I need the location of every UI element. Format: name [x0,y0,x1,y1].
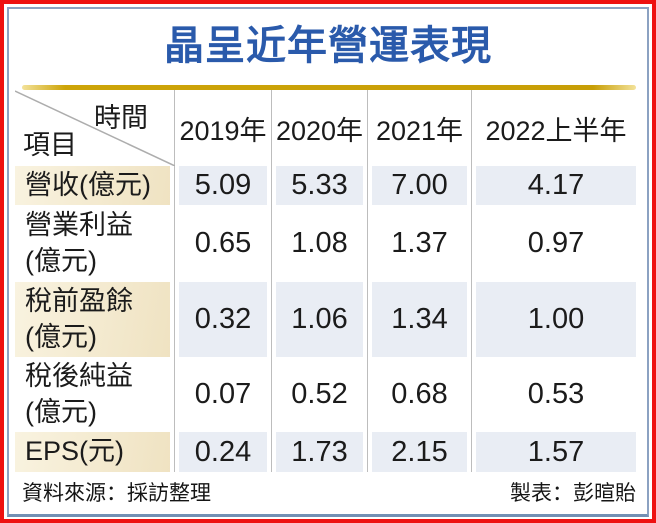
column-header-2019: 2019年 [175,90,272,166]
table-cell: 5.09 [175,166,272,205]
footer: 資料來源：採訪整理 製表：彭暄貽 [22,477,636,507]
data-table: 時間 項目 2019年 2020年 2021年 2022上半年 營收(億元) 5… [15,90,640,472]
table-cell: 0.32 [175,282,272,357]
column-header-2020: 2020年 [272,90,368,166]
page-title: 晶呈近年營運表現 [164,24,492,68]
corner-time-label: 時間 [94,103,148,133]
table-cell: 1.00 [472,282,640,357]
row-label-pretax-profit: 稅前盈餘 (億元) [15,282,175,357]
row-label-operating-income: 營業利益 (億元) [15,205,175,282]
table-cell: 7.00 [368,166,472,205]
table-cell: 5.33 [272,166,368,205]
credit-note: 製表：彭暄貽 [510,482,636,505]
table-cell: 1.37 [368,205,472,282]
table-cell: 0.97 [527,227,585,259]
table-cell: 1.06 [272,282,368,357]
table-cell: 0.65 [175,205,272,282]
row-label-revenue: 營收(億元) [15,166,175,205]
table-cell: 1.57 [472,432,640,472]
row-label-net-income: 稅後純益 (億元) [15,357,175,432]
table-cell: 4.17 [472,166,640,205]
table-cell: 2.15 [368,432,472,472]
column-header-2021: 2021年 [368,90,472,166]
diagonal-divider-line [15,90,175,166]
table-corner-cell: 時間 項目 [15,90,175,166]
table-cell: 1.08 [272,205,368,282]
corner-item-label: 項目 [23,130,77,160]
table-cell: 0.53 [527,378,585,410]
table-cell: 0.07 [175,357,272,432]
table-cell: 1.73 [272,432,368,472]
gold-divider [22,85,636,90]
table-cell: 0.68 [368,357,472,432]
table-cell: 0.24 [175,432,272,472]
table-cell: 0.52 [272,357,368,432]
column-header-2022h1: 2022上半年 [485,115,627,146]
table-cell: 1.34 [368,282,472,357]
source-note: 資料來源：採訪整理 [22,482,211,505]
row-label-eps: EPS(元) [15,432,175,472]
